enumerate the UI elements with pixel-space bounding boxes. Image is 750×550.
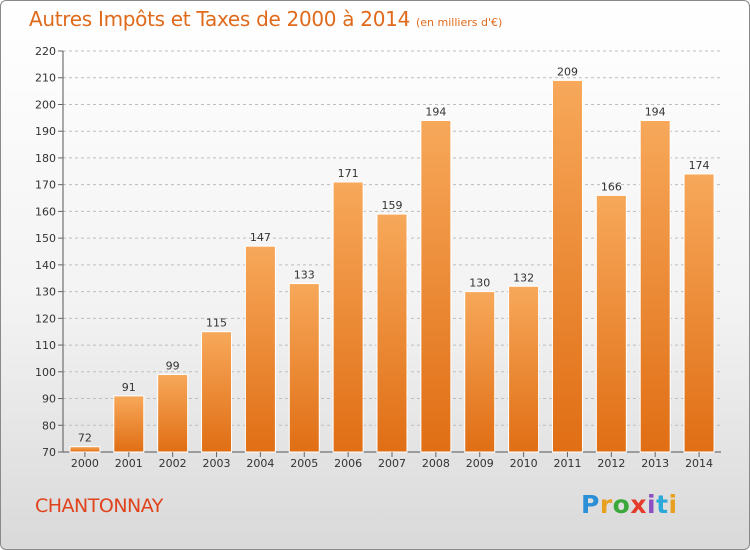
- x-tick-label: 2013: [641, 457, 669, 470]
- x-tick-label: 2010: [510, 457, 538, 470]
- logo-letter: o: [612, 490, 631, 519]
- bar-2006: [332, 181, 364, 453]
- bar-2010: [508, 285, 540, 453]
- x-tick-labels: 2000 2001 2002 2003 2004 2005 2006 2007 2008 2009…: [71, 452, 713, 470]
- data-label: 159: [382, 199, 403, 212]
- bar-2000: [69, 446, 101, 453]
- y-tick-label: 140: [35, 259, 56, 272]
- y-tick-label: 130: [35, 286, 56, 299]
- y-tick-label: 80: [42, 419, 56, 432]
- logo-letter: P: [581, 490, 600, 519]
- y-tick-label: 100: [35, 366, 56, 379]
- logo-letter: i: [647, 490, 657, 519]
- x-tick-label: 2008: [422, 457, 450, 470]
- bar-2002: [157, 373, 189, 453]
- data-label: 132: [513, 271, 534, 284]
- bar-2008: [420, 120, 452, 453]
- bar-2011: [551, 79, 583, 453]
- data-label: 147: [250, 231, 271, 244]
- bars: [69, 79, 715, 453]
- logo-letter: t: [656, 490, 669, 519]
- data-label: 194: [425, 106, 446, 119]
- y-tick-label: 90: [42, 393, 56, 406]
- x-tick-label: 2011: [553, 457, 581, 470]
- bar-2014: [683, 173, 715, 453]
- bar-2007: [376, 213, 408, 453]
- data-label: 72: [78, 432, 92, 445]
- x-tick-label: 2006: [334, 457, 362, 470]
- commune-name: CHANTONNAY: [35, 495, 163, 517]
- data-label: 91: [122, 381, 136, 394]
- chart-subtitle: (en milliers d'€): [416, 16, 503, 29]
- x-tick-label: 2009: [466, 457, 494, 470]
- bar-2001: [113, 395, 145, 453]
- bar-2013: [639, 120, 671, 453]
- chart-title: Autres Impôts et Taxes de 2000 à 2014 (en…: [29, 7, 502, 31]
- x-tick-label: 2014: [685, 457, 713, 470]
- data-label: 166: [601, 180, 622, 193]
- x-tick-label: 2000: [71, 457, 99, 470]
- data-label: 99: [166, 359, 180, 372]
- y-tick-label: 210: [35, 72, 56, 85]
- x-tick-label: 2001: [115, 457, 143, 470]
- y-tick-label: 170: [35, 179, 56, 192]
- bar-2005: [288, 283, 320, 453]
- logo-letter: x: [630, 490, 647, 519]
- x-tick-label: 2004: [246, 457, 274, 470]
- data-label: 171: [338, 167, 359, 180]
- y-tick-label: 220: [35, 45, 56, 58]
- bar-2009: [464, 291, 496, 453]
- bar-2004: [244, 245, 276, 453]
- data-label: 174: [689, 159, 710, 172]
- y-tick-label: 150: [35, 232, 56, 245]
- data-label: 209: [557, 65, 578, 78]
- y-tick-label: 120: [35, 312, 56, 325]
- y-tick-label: 200: [35, 98, 56, 111]
- bar-2003: [201, 331, 233, 453]
- y-tick-label: 190: [35, 125, 56, 138]
- y-tick-label: 110: [35, 339, 56, 352]
- y-tick-label: 70: [42, 446, 56, 459]
- logo-letter: r: [599, 490, 613, 519]
- y-tick-label: 160: [35, 205, 56, 218]
- x-tick-label: 2005: [290, 457, 318, 470]
- proxiti-logo[interactable]: Proxiti: [581, 490, 678, 519]
- x-tick-label: 2012: [597, 457, 625, 470]
- x-tick-label: 2003: [203, 457, 231, 470]
- y-tick-labels: 70 80 90 100 110 120 130 140 150 160 170 180 190 200 2…: [35, 45, 63, 459]
- title-text: Autres Impôts et Taxes de 2000 à 2014: [29, 7, 410, 31]
- x-tick-label: 2002: [159, 457, 187, 470]
- data-label: 130: [469, 277, 490, 290]
- bar-2012: [595, 194, 627, 453]
- x-tick-label: 2007: [378, 457, 406, 470]
- y-tick-label: 180: [35, 152, 56, 165]
- data-labels: 72 91 99 115 147 133 171 159 194 130 132 209 166 194 1…: [78, 65, 710, 444]
- data-label: 115: [206, 317, 227, 330]
- logo-letter: i: [668, 490, 678, 519]
- data-label: 133: [294, 269, 315, 282]
- data-label: 194: [645, 106, 666, 119]
